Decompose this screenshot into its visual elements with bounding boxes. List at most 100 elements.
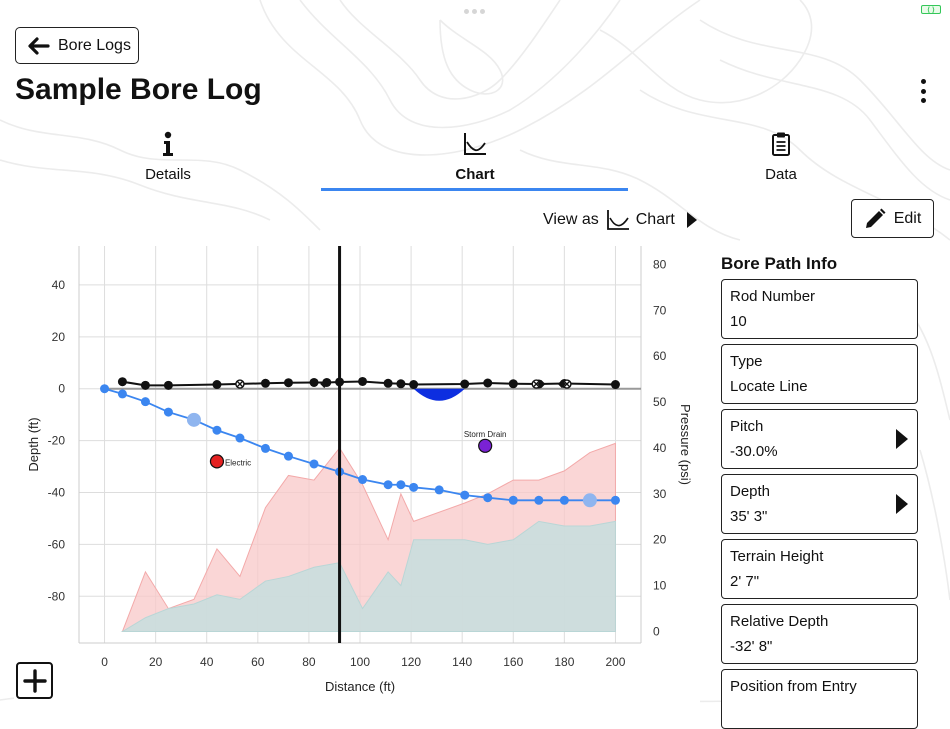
bore-path-point bbox=[610, 495, 620, 505]
card-label: Rod Number bbox=[730, 288, 816, 305]
x-axis-label: Distance (ft) bbox=[325, 679, 395, 694]
info-card-pitch[interactable]: Pitch -30.0% bbox=[721, 409, 918, 469]
card-value: 10 bbox=[730, 313, 747, 330]
card-label: Position from Entry bbox=[730, 678, 857, 695]
play-right-icon bbox=[896, 429, 908, 449]
terrain-x-marker-cross bbox=[532, 380, 540, 388]
bore-path-point bbox=[100, 384, 110, 394]
blue-pipe-shape bbox=[413, 388, 465, 401]
terrain-point bbox=[383, 378, 393, 388]
utility-pipe bbox=[413, 388, 465, 401]
bore-path-point bbox=[409, 482, 419, 492]
utilities-layer: Electric Storm Drain bbox=[209, 430, 507, 469]
bore-chart[interactable]: 0 20 40 60 80 100 120 140 160 180 20040200-20-40-6… bbox=[14, 244, 700, 706]
y2-tick-label: 10 bbox=[653, 579, 667, 593]
terrain-point bbox=[358, 376, 368, 386]
y2-tick-label: 80 bbox=[653, 257, 667, 271]
terrain-point bbox=[117, 377, 127, 387]
panel-title: Bore Path Info bbox=[721, 254, 838, 273]
x-tick-label: 140 bbox=[452, 655, 472, 669]
battery-icon: ⟨ ⟩ bbox=[921, 5, 941, 14]
back-button-label: Bore Logs bbox=[58, 36, 131, 54]
terrain-point bbox=[508, 379, 518, 389]
tab-chart-label: Chart bbox=[455, 166, 495, 183]
chart-icon bbox=[464, 133, 486, 155]
terrain-x-marker-cross bbox=[563, 380, 571, 388]
bore-path-point bbox=[434, 485, 444, 495]
clipboard-icon bbox=[772, 132, 790, 156]
x-tick-label: 20 bbox=[149, 655, 163, 669]
x-tick-label: 40 bbox=[200, 655, 214, 669]
terrain-point bbox=[163, 380, 173, 390]
back-button[interactable]: Bore Logs bbox=[15, 27, 139, 64]
y-tick-label: -40 bbox=[48, 486, 66, 500]
x-tick-label: 180 bbox=[554, 655, 574, 669]
y-tick-label: -20 bbox=[48, 434, 66, 448]
bore-highlight-point bbox=[186, 412, 201, 427]
card-label: Depth bbox=[730, 483, 771, 500]
plus-icon bbox=[22, 668, 47, 693]
terrain-point bbox=[460, 379, 470, 389]
y2-tick-label: 50 bbox=[653, 395, 667, 409]
terrain-point bbox=[483, 378, 493, 388]
window-grabber[interactable] bbox=[464, 9, 486, 14]
card-value: -32' 8" bbox=[730, 638, 773, 655]
pencil-icon bbox=[865, 208, 886, 228]
x-tick-label: 0 bbox=[101, 655, 108, 669]
bore-path-series bbox=[100, 384, 620, 508]
bore-path-point bbox=[140, 397, 150, 407]
bore-path-point bbox=[309, 459, 319, 469]
y2-tick-label: 30 bbox=[653, 487, 667, 501]
terrain-point bbox=[396, 379, 406, 389]
bore-path-point bbox=[358, 475, 368, 485]
info-card-depth[interactable]: Depth 35' 3" bbox=[721, 474, 918, 534]
play-right-icon bbox=[896, 494, 908, 514]
terrain-point bbox=[309, 377, 319, 387]
bore-path-point bbox=[117, 389, 127, 399]
electric-utility-marker bbox=[209, 454, 225, 469]
y-tick-label: 0 bbox=[58, 382, 65, 396]
card-label: Type bbox=[730, 353, 763, 370]
bore-path-point bbox=[260, 443, 270, 453]
tab-chart[interactable]: Chart bbox=[375, 128, 575, 188]
tab-details[interactable]: Details bbox=[68, 128, 268, 188]
bore-highlight-point bbox=[582, 493, 597, 508]
bore-path-point bbox=[483, 493, 493, 503]
y2-tick-label: 20 bbox=[653, 533, 667, 547]
view-as-value: Chart bbox=[635, 211, 675, 228]
edit-button[interactable]: Edit bbox=[851, 199, 934, 238]
card-label: Pitch bbox=[730, 418, 764, 435]
terrain-point bbox=[140, 380, 150, 390]
y2-tick-label: 70 bbox=[653, 303, 667, 317]
tab-data[interactable]: Data bbox=[681, 128, 881, 188]
card-value: Locate Line bbox=[730, 378, 808, 395]
more-options-icon[interactable] bbox=[914, 78, 932, 104]
bore-path-point bbox=[460, 490, 470, 500]
y-axis-label: Depth (ft) bbox=[26, 417, 41, 471]
pressure-areas bbox=[120, 442, 616, 633]
y2-tick-label: 60 bbox=[653, 349, 667, 363]
y-tick-label: 40 bbox=[52, 278, 66, 292]
bore-path-point bbox=[508, 495, 518, 505]
tab-details-label: Details bbox=[145, 166, 191, 183]
card-value: -30.0% bbox=[730, 443, 778, 460]
active-tab-indicator bbox=[321, 188, 628, 191]
bore-path-point bbox=[559, 495, 569, 505]
storm-drain-utility-marker bbox=[478, 438, 493, 453]
chart-axis-labels: Distance (ft) Depth (ft) Pressure (psi) bbox=[26, 404, 693, 694]
x-tick-label: 60 bbox=[251, 655, 265, 669]
terrain-point bbox=[283, 378, 293, 388]
page-title: Sample Bore Log bbox=[15, 73, 262, 106]
arrow-left-icon bbox=[28, 36, 50, 55]
terrain-point bbox=[610, 380, 620, 390]
terrain-diamond-marker bbox=[537, 380, 546, 389]
bore-path-point bbox=[534, 495, 544, 505]
terrain-point bbox=[260, 378, 270, 388]
terrain-series bbox=[117, 376, 620, 390]
terrain-point bbox=[409, 380, 419, 390]
card-label: Terrain Height bbox=[730, 548, 824, 565]
view-as-selector[interactable]: View as Chart bbox=[543, 206, 699, 234]
card-label: Relative Depth bbox=[730, 613, 829, 630]
add-button[interactable] bbox=[16, 662, 53, 699]
x-tick-label: 80 bbox=[302, 655, 316, 669]
